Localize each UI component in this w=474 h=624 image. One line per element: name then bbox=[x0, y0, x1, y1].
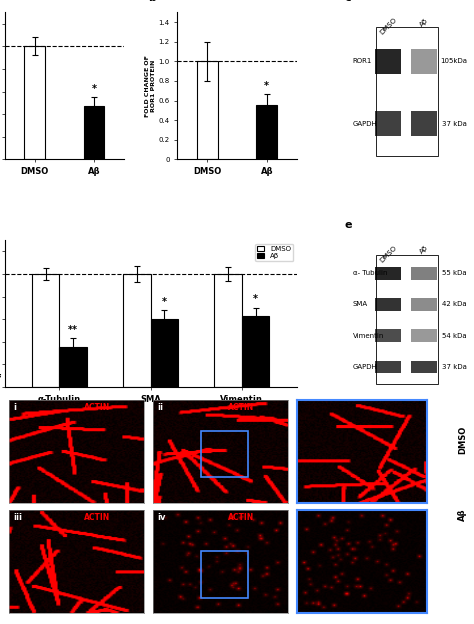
Bar bbox=[411, 49, 437, 74]
Bar bbox=[83, 106, 104, 159]
Bar bbox=[201, 551, 248, 598]
Bar bbox=[375, 267, 401, 280]
Bar bbox=[411, 329, 437, 342]
Text: 37 kDa: 37 kDa bbox=[442, 364, 467, 370]
Bar bbox=[375, 49, 401, 74]
Bar bbox=[256, 105, 277, 159]
Text: iv: iv bbox=[157, 513, 166, 522]
Bar bbox=[24, 46, 45, 159]
Bar bbox=[375, 329, 401, 342]
Text: *: * bbox=[162, 296, 167, 306]
Bar bbox=[411, 267, 437, 280]
Bar bbox=[242, 316, 269, 387]
Text: i: i bbox=[13, 403, 17, 412]
Text: ROR1: ROR1 bbox=[353, 58, 372, 64]
Text: SMA: SMA bbox=[353, 301, 368, 308]
Text: Vimentin: Vimentin bbox=[353, 333, 384, 339]
Text: b: b bbox=[148, 0, 155, 2]
Text: DMSO: DMSO bbox=[458, 426, 467, 454]
Text: GAPDH: GAPDH bbox=[353, 364, 377, 370]
Text: Aβ: Aβ bbox=[419, 245, 429, 255]
Text: 37 kDa: 37 kDa bbox=[442, 120, 467, 127]
Bar bbox=[201, 431, 248, 477]
Text: *: * bbox=[264, 80, 269, 90]
Text: c: c bbox=[344, 0, 351, 2]
Text: 54 kDa: 54 kDa bbox=[442, 333, 467, 339]
Bar bbox=[375, 361, 401, 373]
Bar bbox=[411, 111, 437, 136]
Bar bbox=[214, 274, 242, 387]
Bar bbox=[411, 298, 437, 311]
Text: DMSO: DMSO bbox=[379, 245, 398, 263]
Bar bbox=[375, 298, 401, 311]
Bar bbox=[59, 348, 87, 387]
Text: ACTIN: ACTIN bbox=[228, 403, 254, 412]
Bar bbox=[123, 274, 151, 387]
Text: ACTIN: ACTIN bbox=[83, 513, 109, 522]
Text: 55 kDa: 55 kDa bbox=[442, 270, 467, 276]
Y-axis label: FOLD CHANGE OF
ROR1 PROTEIN: FOLD CHANGE OF ROR1 PROTEIN bbox=[145, 55, 156, 117]
Bar bbox=[376, 27, 438, 157]
Text: **: ** bbox=[68, 325, 78, 335]
Bar bbox=[375, 111, 401, 136]
Text: iii: iii bbox=[13, 513, 22, 522]
Bar bbox=[151, 319, 178, 387]
Bar bbox=[376, 255, 438, 384]
Text: ACTIN: ACTIN bbox=[83, 403, 109, 412]
Text: ii: ii bbox=[157, 403, 164, 412]
Bar bbox=[197, 61, 218, 159]
Text: *: * bbox=[91, 84, 97, 94]
Text: ACTIN: ACTIN bbox=[228, 513, 254, 522]
Legend: DMSO, Aβ: DMSO, Aβ bbox=[255, 243, 293, 261]
Text: Aβ: Aβ bbox=[458, 509, 467, 521]
Text: α- Tubulin: α- Tubulin bbox=[353, 270, 387, 276]
Text: 42 kDa: 42 kDa bbox=[442, 301, 467, 308]
Text: 105kDa: 105kDa bbox=[440, 58, 467, 64]
Text: e: e bbox=[344, 220, 352, 230]
Text: *: * bbox=[253, 295, 258, 305]
Bar bbox=[32, 274, 59, 387]
Text: DMSO: DMSO bbox=[379, 17, 398, 36]
Bar bbox=[411, 361, 437, 373]
Text: Aβ: Aβ bbox=[419, 17, 429, 27]
Text: GAPDH: GAPDH bbox=[353, 120, 377, 127]
